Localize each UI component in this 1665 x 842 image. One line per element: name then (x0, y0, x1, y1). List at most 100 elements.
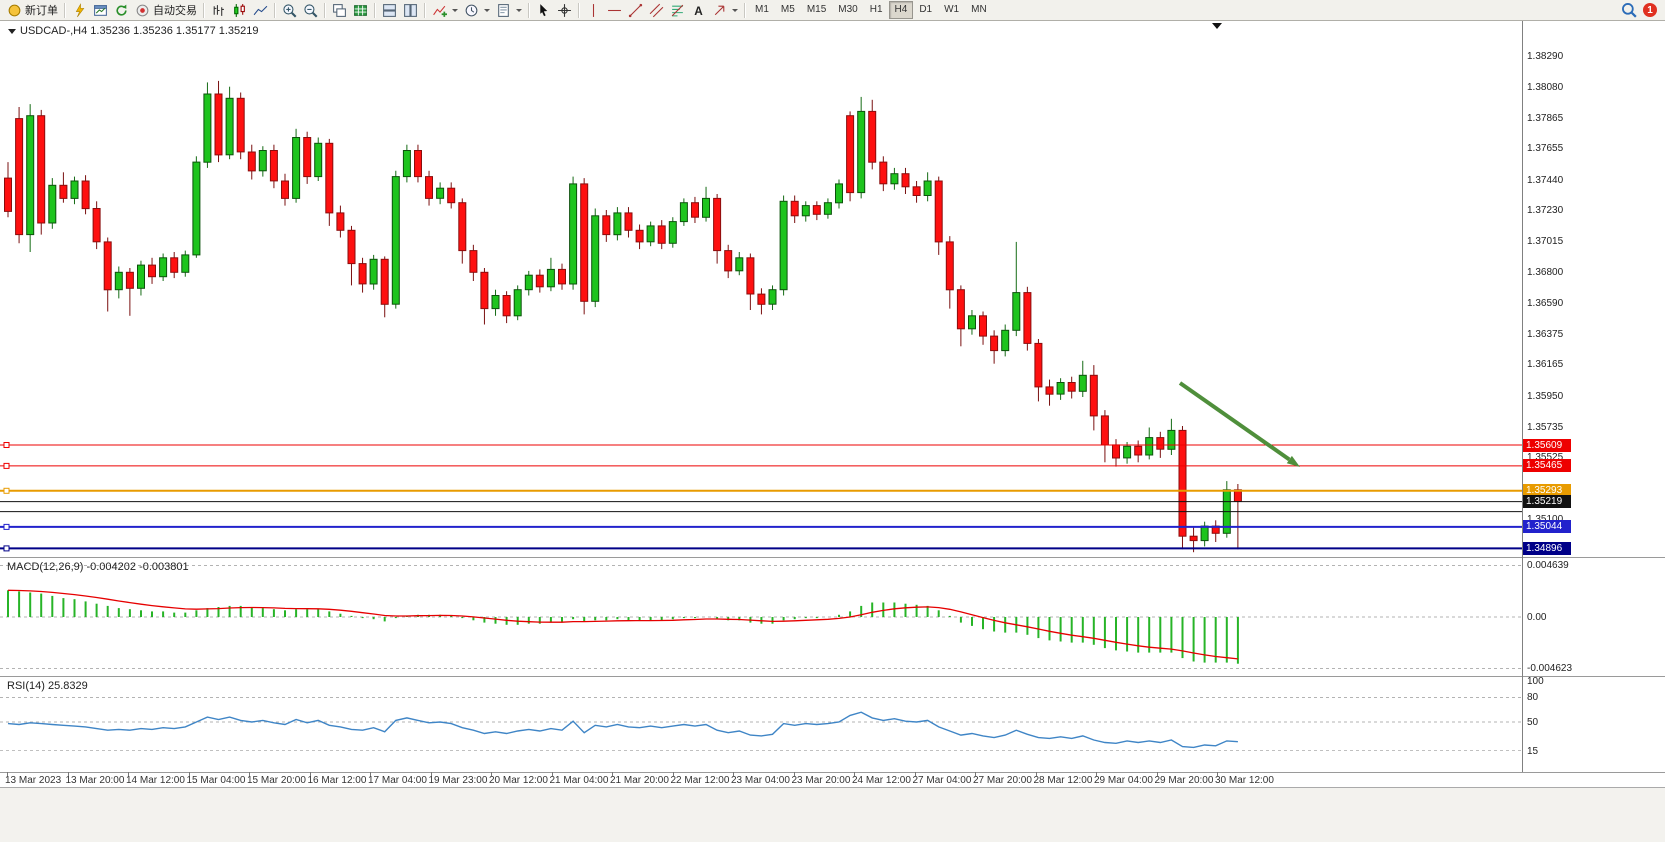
bar-chart-button[interactable] (208, 1, 229, 19)
templates-button[interactable] (493, 1, 525, 19)
vertical-line-icon (586, 3, 601, 18)
zoom-in-button[interactable] (279, 1, 300, 19)
horizontal-line-button[interactable] (604, 1, 625, 19)
chevron-down-icon (452, 8, 458, 12)
price-tag: 1.35609 (1523, 438, 1571, 452)
crosshair-button[interactable] (554, 1, 575, 19)
separator (203, 2, 205, 18)
separator (324, 2, 326, 18)
price-tag: 1.35293 (1523, 484, 1571, 498)
macd-label: MACD(12,26,9) -0.004202 -0.003801 (7, 561, 189, 573)
tf-m15-button[interactable]: M15 (806, 4, 827, 15)
new-order-button[interactable]: 新订单 (4, 1, 61, 19)
trendline-button[interactable] (625, 1, 646, 19)
tf-m5-button[interactable]: M5 (780, 4, 795, 15)
template-icon (496, 3, 511, 18)
crosshair-icon (557, 3, 572, 18)
market-watch-button[interactable] (69, 1, 90, 19)
tf-h1-button[interactable]: H1 (869, 4, 883, 15)
new-chart-button[interactable] (90, 1, 111, 19)
zoom-in-icon (282, 3, 297, 18)
chart-shift-icon[interactable] (1212, 23, 1222, 29)
zoom-out-icon (303, 3, 318, 18)
cursor-button[interactable] (533, 1, 554, 19)
panel-separator (0, 772, 1665, 773)
price-tag: 1.35219 (1523, 495, 1571, 509)
tf-d1-button[interactable]: D1 (919, 4, 933, 15)
separator (424, 2, 426, 18)
search-icon[interactable] (1621, 2, 1637, 18)
macd-scale-label: 0.00 (1527, 612, 1547, 623)
main-price-chart[interactable] (0, 21, 1522, 557)
price-axis-label: 1.35950 (1527, 390, 1564, 402)
time-axis-label: 13 Mar 20:00 (65, 775, 125, 786)
time-axis-label: 21 Mar 20:00 (610, 775, 669, 786)
tile-horizontal-icon (382, 3, 397, 18)
refresh-icon (114, 3, 129, 18)
time-axis-label: 28 Mar 12:00 (1033, 775, 1093, 786)
macd-scale-label: -0.004623 (1527, 663, 1573, 675)
price-axis-label: 1.37440 (1527, 174, 1564, 186)
time-axis-label: 21 Mar 04:00 (549, 775, 609, 786)
zoom-out-button[interactable] (300, 1, 321, 19)
cascade-windows-button[interactable] (329, 1, 350, 19)
time-axis-label: 23 Mar 20:00 (791, 775, 851, 786)
price-axis-label: 1.35735 (1527, 421, 1564, 433)
separator (274, 2, 276, 18)
chevron-down-icon (484, 8, 490, 12)
data-grid-button[interactable] (350, 1, 371, 19)
autotrading-button[interactable]: 自动交易 (132, 1, 200, 19)
cursor-icon (536, 3, 551, 18)
time-axis-label: 15 Mar 04:00 (186, 775, 246, 786)
periods-button[interactable] (461, 1, 493, 19)
toolbar-right: 1 (1621, 2, 1661, 18)
price-axis-label: 1.35100 (1527, 513, 1564, 525)
tile-vertical-button[interactable] (400, 1, 421, 19)
macd-indicator-chart[interactable] (0, 558, 1522, 676)
arrow-tool-icon (712, 3, 727, 18)
fibonacci-icon (670, 3, 685, 18)
vertical-line-button[interactable] (583, 1, 604, 19)
svg-text:A: A (694, 4, 703, 17)
time-axis-label: 30 Mar 12:00 (1215, 775, 1274, 786)
line-chart-button[interactable] (250, 1, 271, 19)
tf-h4-button[interactable]: H4 (888, 1, 914, 19)
time-axis-label: 16 Mar 12:00 (307, 775, 367, 786)
time-axis-label: 20 Mar 12:00 (489, 775, 548, 786)
notification-badge[interactable]: 1 (1643, 3, 1657, 17)
refresh-button[interactable] (111, 1, 132, 19)
candlestick-chart-button[interactable] (229, 1, 250, 19)
channel-button[interactable] (646, 1, 667, 19)
new-order-label: 新订单 (25, 5, 58, 17)
panel-separator[interactable] (0, 676, 1665, 677)
text-tool-button[interactable]: A (688, 1, 709, 19)
arrows-tool-button[interactable] (709, 1, 741, 19)
channel-icon (649, 3, 664, 18)
tf-mn-button[interactable]: MN (971, 4, 987, 15)
indicators-button[interactable] (429, 1, 461, 19)
text-icon: A (691, 3, 706, 18)
indicators-add-icon (432, 3, 447, 18)
rsi-scale-label: 80 (1527, 692, 1539, 704)
time-axis-label: 19 Mar 23:00 (428, 775, 488, 786)
price-axis-label: 1.35525 (1527, 452, 1564, 464)
tf-m1-button[interactable]: M1 (755, 4, 769, 15)
chevron-down-icon (732, 8, 738, 12)
tf-m30-button[interactable]: M30 (838, 4, 858, 15)
price-axis-label: 1.37230 (1527, 204, 1564, 216)
panel-separator[interactable] (0, 557, 1665, 558)
rsi-indicator-chart[interactable] (0, 677, 1522, 772)
bottom-strip (0, 787, 1665, 842)
price-axis-label: 1.35310 (1527, 483, 1564, 495)
fibonacci-button[interactable] (667, 1, 688, 19)
price-tag: 1.35465 (1523, 459, 1571, 473)
tile-horizontal-button[interactable] (379, 1, 400, 19)
price-axis-label: 1.37655 (1527, 143, 1564, 155)
time-axis-label: 29 Mar 20:00 (1154, 775, 1214, 786)
price-axis-label: 1.36800 (1527, 267, 1564, 279)
price-axis-label: 1.37865 (1527, 112, 1564, 124)
tf-w1-button[interactable]: W1 (944, 4, 960, 15)
line-chart-icon (253, 3, 268, 18)
time-axis-label: 13 Mar 2023 (5, 775, 62, 786)
rsi-scale-label: 100 (1527, 676, 1544, 687)
